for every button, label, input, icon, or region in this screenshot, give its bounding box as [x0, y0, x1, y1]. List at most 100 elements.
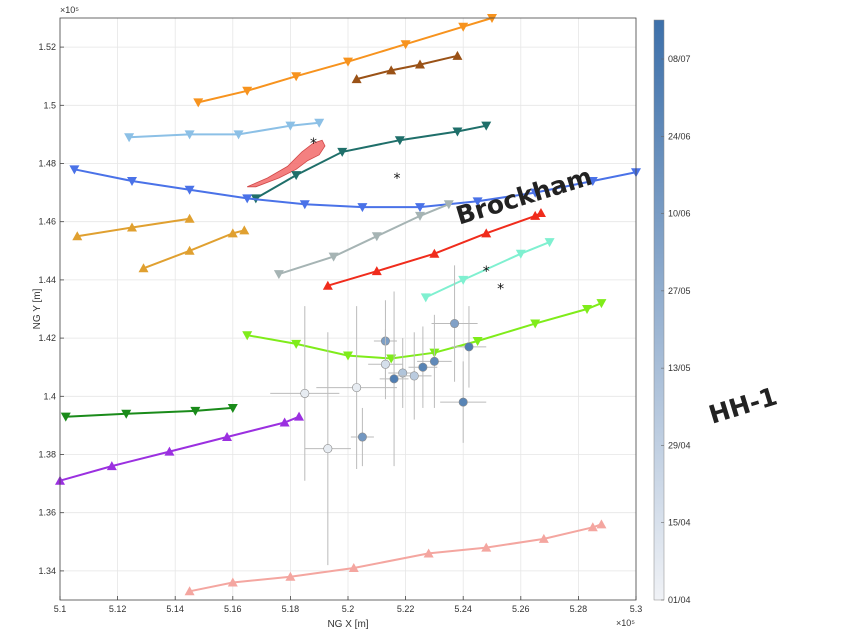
series-9-marker — [420, 293, 431, 303]
colorbar-tick-labels: 08/07 24/06 10/06 27/05 13/05 29/04 15/04 01/04 — [661, 54, 691, 605]
series-line-9 — [425, 241, 550, 299]
colorbar-tick-label: 29/04 — [668, 440, 691, 450]
x-tick-label: 5.1 — [54, 604, 67, 614]
y-tick-label: 1.48 — [38, 159, 56, 169]
series-5-marker — [127, 222, 137, 232]
series-6-marker — [227, 228, 238, 238]
event-marker — [380, 359, 390, 369]
series-8-marker — [371, 266, 382, 276]
y-axis-label: NG Y [m] — [32, 288, 43, 329]
colorbar — [653, 19, 665, 601]
series-10-marker — [596, 299, 607, 309]
series-13-marker — [538, 533, 549, 543]
y-tick-label: 1.52 — [38, 42, 56, 52]
series-7-marker — [328, 252, 339, 262]
series-7-marker — [371, 232, 382, 242]
colorbar-tick-label: 15/04 — [668, 518, 691, 528]
y-tick-label: 1.5 — [43, 100, 56, 110]
series-4-marker — [184, 185, 195, 195]
series-0-marker — [458, 22, 469, 32]
series-3-marker — [452, 127, 463, 137]
series-9-marker — [458, 275, 469, 285]
hh1-label: HH-1 — [705, 382, 780, 430]
grid-lines — [59, 18, 637, 600]
x-tick-label: 5.18 — [282, 604, 300, 614]
series-9-marker — [544, 238, 555, 248]
series-8-marker — [530, 210, 541, 220]
series-0-marker — [242, 86, 253, 96]
colorbar-tick-label: 01/04 — [668, 595, 691, 605]
y-tick-label: 1.36 — [38, 508, 56, 518]
series-0-marker — [343, 57, 353, 67]
series-10-marker — [582, 305, 593, 314]
series-5-marker — [184, 213, 195, 223]
asterisk-marker: * — [393, 171, 400, 187]
event-marker — [300, 388, 310, 398]
asterisk-marker: * — [483, 264, 490, 280]
x-tick-label: 5.14 — [166, 604, 184, 614]
colorbar-tick-label: 10/06 — [668, 209, 691, 219]
x-tick-label: 5.28 — [570, 604, 588, 614]
series-10-marker — [291, 339, 302, 349]
series-11-marker — [60, 412, 71, 422]
y-tick-label: 1.34 — [38, 566, 56, 576]
series-4-marker — [299, 200, 310, 210]
series-0-marker — [193, 98, 204, 108]
series-1-marker — [386, 65, 397, 75]
series-7-marker — [273, 270, 284, 280]
x-tick-labels: 5.1 5.12 5.14 5.16 5.18 5.2 5.22 5.24 5.26 5.28 5.… — [54, 604, 643, 614]
asterisk-marker: * — [310, 136, 317, 152]
plot-frame — [59, 17, 637, 601]
x-axis-label: NG X [m] — [327, 619, 368, 630]
series-line-11 — [65, 406, 233, 418]
y-tick-label: 1.4 — [43, 391, 56, 401]
highlight-polygon — [247, 139, 326, 188]
y-tick-label: 1.44 — [38, 275, 56, 285]
series-1-marker — [351, 74, 362, 84]
event-marker — [357, 432, 367, 442]
series-13-marker — [348, 562, 359, 572]
x-tick-label: 5.2 — [342, 604, 355, 614]
series-9-marker — [515, 249, 526, 259]
series-8-marker — [481, 228, 492, 238]
event-marker — [429, 356, 439, 366]
series-3-marker — [394, 136, 405, 146]
series-4-marker — [69, 165, 80, 175]
y-tick-labels: 1.34 1.36 1.38 1.4 1.42 1.44 1.46 1.48 1.5 1.52 — [38, 42, 56, 576]
series-1-marker — [452, 50, 463, 60]
series-line-1 — [356, 54, 458, 81]
y-tick-label: 1.46 — [38, 217, 56, 227]
colorbar-tick-label: 08/07 — [668, 54, 691, 64]
event-marker — [409, 371, 419, 381]
series-4-marker — [357, 203, 368, 213]
event-layer — [270, 265, 487, 566]
series-13-marker — [423, 548, 434, 558]
series-10-marker — [472, 337, 483, 347]
series-12-marker — [106, 461, 117, 471]
series-0-marker — [400, 40, 411, 50]
series-8-marker — [322, 280, 333, 290]
series-3-marker — [291, 171, 302, 181]
colorbar-tick-label: 13/05 — [668, 363, 691, 373]
series-7-marker — [443, 200, 454, 210]
y-exponent-label: ×10⁵ — [60, 5, 79, 15]
series-13-marker — [587, 522, 598, 532]
series-4-marker — [127, 176, 137, 186]
series-line-10 — [247, 302, 602, 360]
series-8-marker — [429, 248, 440, 258]
series-line-3 — [255, 124, 487, 200]
series-10-marker — [242, 331, 253, 341]
event-marker — [450, 319, 460, 329]
colorbar-tick-label: 27/05 — [668, 286, 691, 296]
series-10-marker — [530, 319, 541, 329]
series-4-marker — [587, 176, 598, 186]
series-4-marker — [242, 194, 253, 204]
series-11-marker — [190, 406, 201, 416]
series-6-marker — [239, 225, 250, 235]
series-5-marker — [72, 231, 83, 241]
x-tick-label: 5.12 — [109, 604, 127, 614]
event-marker — [398, 368, 408, 378]
event-marker — [458, 397, 468, 407]
series-line-6 — [143, 229, 245, 270]
